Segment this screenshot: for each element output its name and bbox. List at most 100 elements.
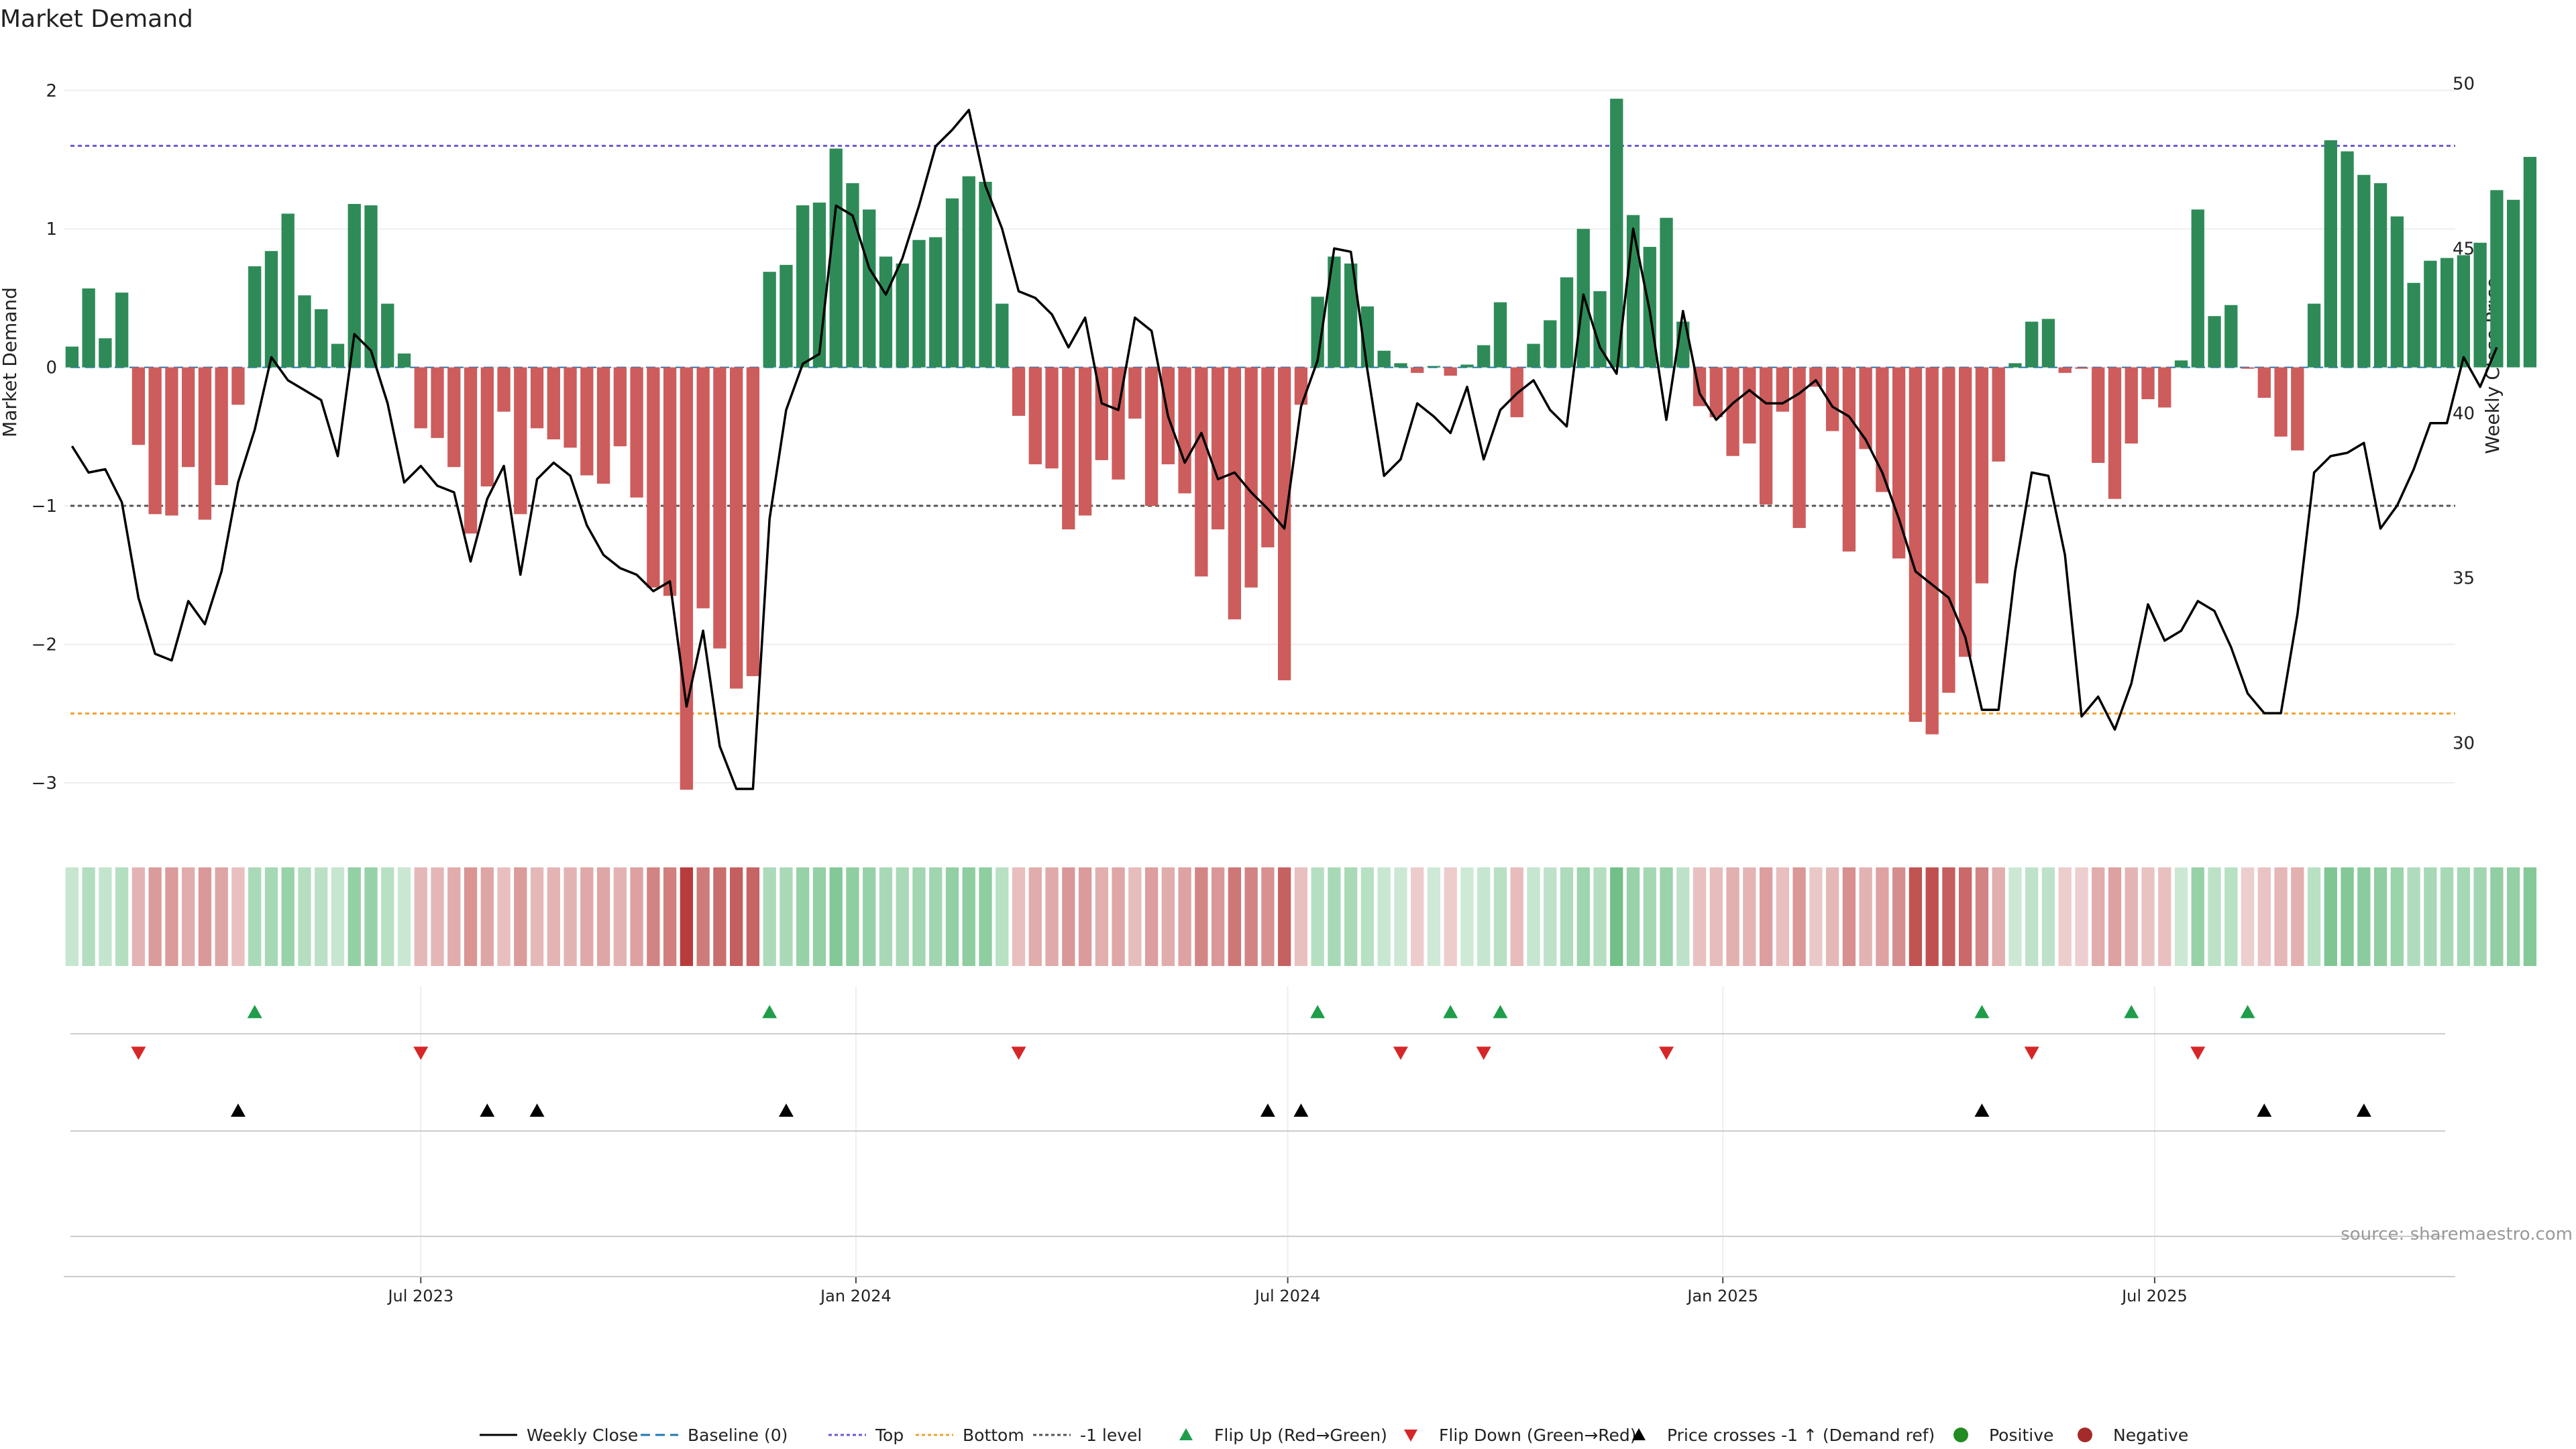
demand-bar bbox=[1195, 367, 1208, 577]
heat-cell bbox=[2158, 867, 2171, 966]
demand-bar bbox=[264, 251, 278, 368]
heat-cell bbox=[2373, 867, 2387, 966]
legend-label: Negative bbox=[2113, 1426, 2188, 1445]
demand-bar bbox=[431, 367, 444, 438]
heat-cell bbox=[1544, 867, 1557, 966]
demand-bar bbox=[2473, 242, 2487, 368]
demand-bar bbox=[1593, 291, 1607, 368]
event-markers bbox=[70, 1005, 2445, 1237]
heat-cell bbox=[1726, 867, 1739, 966]
demand-bar bbox=[1925, 367, 1939, 735]
heat-cell bbox=[2440, 867, 2454, 966]
demand-bar bbox=[630, 367, 643, 498]
heat-cell bbox=[730, 867, 743, 966]
heat-cell bbox=[1693, 867, 1707, 966]
demand-bar bbox=[131, 367, 146, 445]
demand-bar bbox=[1876, 367, 1889, 492]
flip-down-marker bbox=[2024, 1046, 2039, 1060]
demand-bar bbox=[863, 209, 876, 368]
demand-bar bbox=[647, 367, 660, 588]
demand-bar bbox=[746, 367, 760, 676]
legend-swatch bbox=[1953, 1428, 1968, 1442]
legend-label: Baseline (0) bbox=[688, 1426, 788, 1445]
demand-bar bbox=[2174, 360, 2188, 368]
legend-label: -1 level bbox=[1080, 1426, 1142, 1445]
heat-cell bbox=[464, 867, 478, 966]
demand-bar bbox=[1427, 366, 1441, 368]
heat-cell bbox=[1112, 867, 1125, 966]
price-cross-marker bbox=[1974, 1104, 1990, 1117]
heat-cell bbox=[215, 867, 228, 966]
demand-bar bbox=[1544, 320, 1557, 368]
heat-cell bbox=[99, 867, 112, 966]
heat-cell bbox=[2125, 867, 2138, 966]
heat-cell bbox=[148, 867, 162, 966]
demand-bar bbox=[1377, 350, 1391, 368]
demand-bar bbox=[2208, 316, 2221, 368]
heat-cell bbox=[1925, 867, 1939, 966]
demand-bar bbox=[1859, 367, 1872, 449]
demand-bar bbox=[182, 367, 195, 468]
x-tick-label: Jan 2024 bbox=[819, 1287, 892, 1305]
legend-swatch bbox=[1404, 1430, 1417, 1442]
right-tick-label: 40 bbox=[2453, 404, 2475, 424]
heat-cell bbox=[530, 867, 544, 966]
demand-bar bbox=[1062, 367, 1075, 530]
x-tick-label: Jul 2024 bbox=[1254, 1287, 1321, 1305]
heat-cell bbox=[315, 867, 328, 966]
price-cross-marker bbox=[230, 1104, 246, 1117]
price-cross-marker bbox=[2257, 1104, 2272, 1117]
heat-cell bbox=[198, 867, 212, 966]
demand-bar bbox=[2191, 209, 2204, 368]
x-axis-ticks: Jul 2023 Jan 2024 Jul 2024 Jan 2025 Jul 2025 bbox=[64, 1276, 2455, 1305]
heat-cell bbox=[1527, 867, 1540, 966]
demand-bar bbox=[1311, 297, 1324, 368]
x-tick-label: Jan 2025 bbox=[1686, 1287, 1758, 1305]
demand-bar bbox=[2141, 367, 2155, 400]
x-tick-label: Jul 2025 bbox=[2121, 1287, 2188, 1305]
heat-cell bbox=[1427, 867, 1441, 966]
demand-bar bbox=[564, 367, 577, 448]
demand-bar bbox=[1709, 367, 1723, 417]
demand-bar bbox=[1344, 263, 1358, 368]
heat-cell bbox=[2457, 867, 2471, 966]
demand-bar bbox=[347, 204, 361, 368]
demand-bar bbox=[1328, 256, 1341, 368]
left-tick-label: 1 bbox=[46, 219, 57, 239]
heat-cell bbox=[1610, 867, 1623, 966]
heat-cell bbox=[1211, 867, 1225, 966]
heat-cell bbox=[65, 867, 79, 966]
right-tick-label: 45 bbox=[2453, 239, 2475, 259]
legend-label: Flip Up (Red→Green) bbox=[1214, 1426, 1387, 1445]
flip-up-marker bbox=[1493, 1005, 1508, 1018]
demand-bar bbox=[165, 367, 178, 516]
left-tick-label: −2 bbox=[32, 635, 57, 655]
heat-cell bbox=[2058, 867, 2072, 966]
heat-cell bbox=[1261, 867, 1275, 966]
heat-cell bbox=[846, 867, 859, 966]
demand-bar bbox=[829, 148, 843, 368]
heat-cell bbox=[331, 867, 345, 966]
heat-cell bbox=[1228, 867, 1242, 966]
demand-bar bbox=[896, 263, 909, 368]
demand-bar bbox=[1411, 367, 1424, 373]
price-cross-marker bbox=[480, 1104, 495, 1117]
demand-bar bbox=[1261, 367, 1275, 547]
demand-bar bbox=[696, 367, 710, 608]
heat-cell bbox=[2307, 867, 2321, 966]
heat-cell bbox=[945, 867, 959, 966]
demand-bar bbox=[1660, 217, 1673, 368]
heat-cell bbox=[929, 867, 943, 966]
heat-cell bbox=[2357, 867, 2371, 966]
heat-cell bbox=[1560, 867, 1574, 966]
heat-cell bbox=[1394, 867, 1407, 966]
demand-bar bbox=[447, 367, 461, 468]
demand-bar bbox=[1825, 367, 1839, 431]
heat-cell bbox=[497, 867, 511, 966]
heat-cell bbox=[1643, 867, 1656, 966]
heat-cell bbox=[1460, 867, 1474, 966]
demand-bar bbox=[1992, 367, 2005, 462]
heat-cell bbox=[580, 867, 594, 966]
demand-bar bbox=[2307, 303, 2321, 368]
gridlines bbox=[64, 89, 2455, 1275]
